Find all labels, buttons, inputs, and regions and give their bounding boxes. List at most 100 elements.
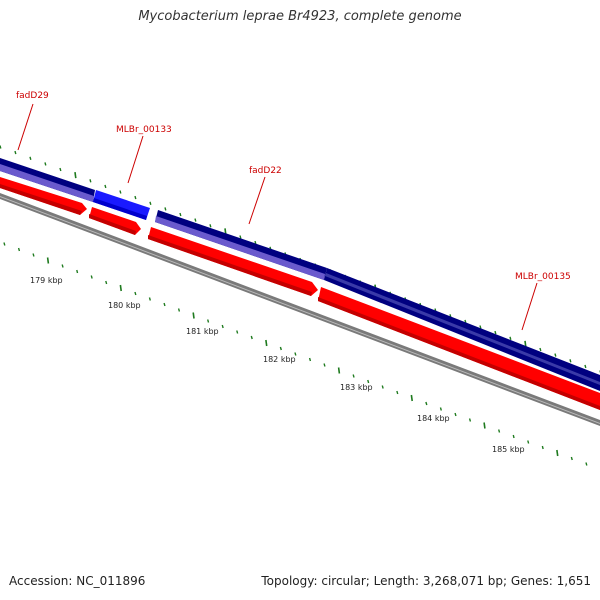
inner-minor-tick <box>294 352 297 356</box>
cds-arrow-MLBr_00133-shade <box>89 214 136 235</box>
inner-minor-tick <box>134 291 137 296</box>
inner-minor-tick <box>250 335 253 340</box>
outer-minor-tick <box>179 212 182 217</box>
outer-minor-tick <box>134 195 137 200</box>
inner-major-tick <box>46 257 50 264</box>
outer-minor-tick <box>59 167 62 172</box>
inner-minor-tick <box>61 264 64 268</box>
inner-minor-tick <box>90 275 93 279</box>
inner-minor-tick <box>279 346 282 351</box>
callout-line-MLBr_00135 <box>521 282 538 331</box>
inner-minor-tick <box>76 269 79 274</box>
inner-major-tick <box>556 449 559 457</box>
backbone-highlight <box>0 196 600 424</box>
cds-arrow-fadD22-shade <box>148 235 312 296</box>
tick-marks-inner <box>3 242 588 466</box>
gene-label-MLBr_00135: MLBr_00135 <box>515 272 571 282</box>
outer-minor-tick <box>164 207 167 211</box>
outer-minor-tick <box>569 359 572 363</box>
outer-minor-tick <box>194 218 197 222</box>
inner-minor-tick <box>527 440 530 444</box>
inner-minor-tick <box>439 407 442 411</box>
cds-track <box>0 177 600 410</box>
gene-labels: fadD29 MLBr_00133 fadD22 MLBr_00135 <box>16 91 571 282</box>
inner-major-tick <box>410 394 413 402</box>
cds-arrow-MLBr_00135-shade <box>318 297 600 410</box>
outer-minor-tick <box>149 201 152 205</box>
inner-major-tick <box>483 422 486 429</box>
callout-line-fadD29 <box>17 103 34 151</box>
kbp-label-184: 184 kbp <box>417 414 450 423</box>
outer-minor-tick <box>539 347 542 352</box>
inner-major-tick <box>265 339 268 347</box>
outer-minor-tick <box>14 150 17 155</box>
inner-minor-tick <box>323 363 326 367</box>
inner-minor-tick <box>352 374 355 378</box>
outer-minor-tick <box>104 184 107 189</box>
gene-block-MLBr_00133-edge <box>93 198 147 220</box>
outer-major-tick <box>74 171 77 179</box>
inner-major-tick <box>119 284 122 292</box>
inner-minor-tick <box>236 330 239 334</box>
gene-block-fadD29-stripe <box>0 164 94 202</box>
inner-minor-tick <box>585 462 588 466</box>
kbp-label-179: 179 kbp <box>30 276 63 285</box>
kbp-label-183: 183 kbp <box>340 383 373 392</box>
inner-minor-tick <box>381 385 384 389</box>
map-title: Mycobacterium leprae Br4923, complete ge… <box>138 9 462 24</box>
inner-minor-tick <box>221 324 224 329</box>
inner-minor-tick <box>498 429 501 433</box>
inner-minor-tick <box>3 242 6 246</box>
outer-minor-tick <box>119 190 122 194</box>
cds-arrow-MLBr_00133 <box>89 207 141 235</box>
cds-arrow-fadD29-shade <box>0 184 82 215</box>
inner-minor-tick <box>425 401 428 406</box>
inner-minor-tick <box>468 418 472 422</box>
backbone <box>0 193 600 426</box>
inner-minor-tick <box>32 253 35 257</box>
genome-summary-text: Topology: circular; Length: 3,268,071 bp… <box>261 574 591 588</box>
inner-minor-tick <box>541 445 544 450</box>
outer-minor-tick <box>494 330 497 335</box>
inner-minor-tick <box>512 434 515 439</box>
kbp-label-180: 180 kbp <box>108 301 141 310</box>
kbp-label-181: 181 kbp <box>186 327 219 336</box>
inner-minor-tick <box>163 302 166 307</box>
inner-major-tick <box>337 367 341 374</box>
inner-minor-tick <box>17 247 21 252</box>
inner-minor-tick <box>207 319 210 323</box>
inner-minor-tick <box>367 379 370 384</box>
outer-minor-tick <box>29 156 32 160</box>
outer-minor-tick <box>209 224 212 228</box>
inner-minor-tick <box>308 357 312 362</box>
inner-minor-tick <box>105 280 108 285</box>
callout-line-MLBr_00133 <box>127 135 144 184</box>
callout-line-fadD22 <box>248 176 266 225</box>
kbp-label-182: 182 kbp <box>263 355 296 364</box>
inner-minor-tick <box>570 456 573 461</box>
gene-label-fadD29: fadD29 <box>16 91 49 101</box>
inner-minor-tick <box>454 412 457 417</box>
gene-block-MLBr_00135-stripe <box>325 273 600 385</box>
inner-major-tick <box>192 312 195 319</box>
kbp-label-185: 185 kbp <box>492 445 525 454</box>
gene-label-fadD22: fadD22 <box>249 166 282 176</box>
outer-minor-tick <box>89 179 92 183</box>
cds-arrow-fadD22 <box>148 227 318 296</box>
gene-callouts <box>17 103 538 331</box>
outer-minor-tick <box>554 353 557 357</box>
inner-minor-tick <box>396 390 399 395</box>
outer-minor-tick <box>0 145 2 149</box>
inner-minor-tick <box>177 308 181 312</box>
outer-minor-tick <box>44 162 47 166</box>
gene-label-MLBr_00133: MLBr_00133 <box>116 125 172 135</box>
kbp-scale-labels: 179 kbp 180 kbp 181 kbp 182 kbp 183 kbp … <box>30 276 525 454</box>
outer-minor-tick <box>239 235 242 239</box>
outer-minor-tick <box>509 336 512 340</box>
inner-minor-tick <box>148 297 151 301</box>
gene-track <box>0 158 600 391</box>
gene-block-fadD22-stripe <box>155 216 325 280</box>
outer-minor-tick <box>479 325 482 329</box>
accession-text: Accession: NC_011896 <box>9 574 146 588</box>
